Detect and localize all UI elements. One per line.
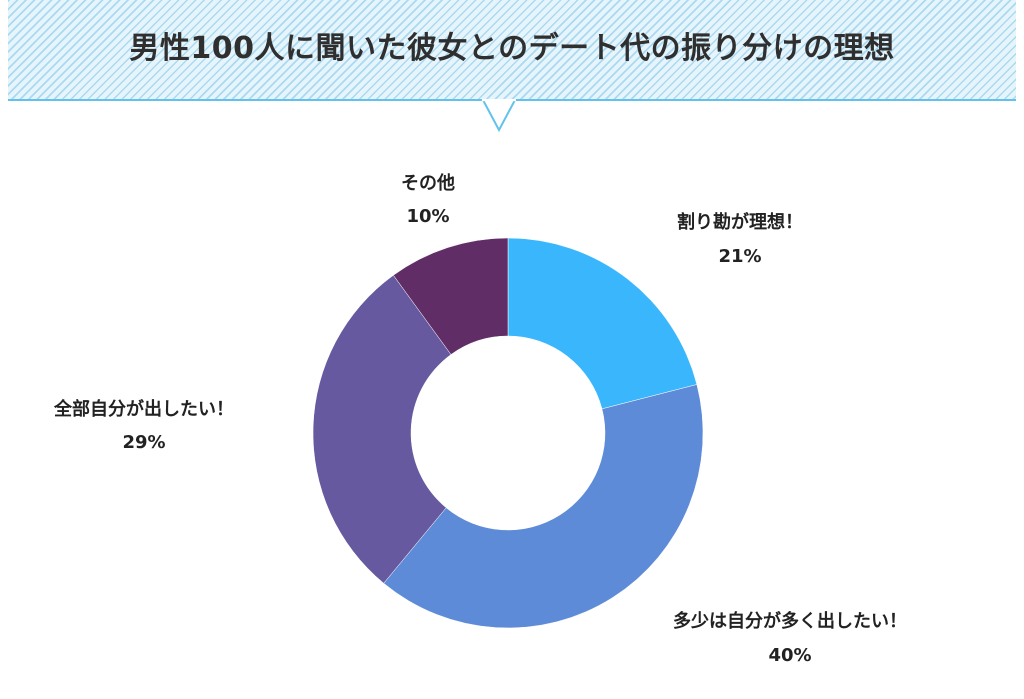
- slice-labels: 割り勘が理想！ 21% 多少は自分が多く出したい！ 40% 全部自分が出したい！ 29% そ…: [53, 172, 907, 666]
- slice-other: [393, 237, 509, 355]
- slice-value-all-self: 29%: [122, 432, 165, 453]
- title-banner: 男性100人に聞いた彼女とのデート代の振り分けの理想: [8, 0, 1016, 101]
- slice-value-mostly-self: 40%: [768, 645, 811, 666]
- slice-label-warikan: 割り勘が理想！: [677, 211, 803, 233]
- slice-value-warikan: 21%: [718, 246, 761, 267]
- slice-all-self: [312, 274, 452, 584]
- slice-warikan: [507, 237, 698, 410]
- banner-pointer: [482, 99, 516, 133]
- slice-label-all-self: 全部自分が出したい！: [53, 398, 234, 420]
- slices: [312, 237, 704, 629]
- slice-mostly-self: [383, 384, 704, 629]
- slice-label-other: その他: [401, 172, 455, 194]
- slice-value-other: 10%: [406, 206, 449, 227]
- chart-title: 男性100人に聞いた彼女とのデート代の振り分けの理想: [129, 31, 895, 66]
- slice-label-mostly-self: 多少は自分が多く出したい！: [673, 610, 907, 632]
